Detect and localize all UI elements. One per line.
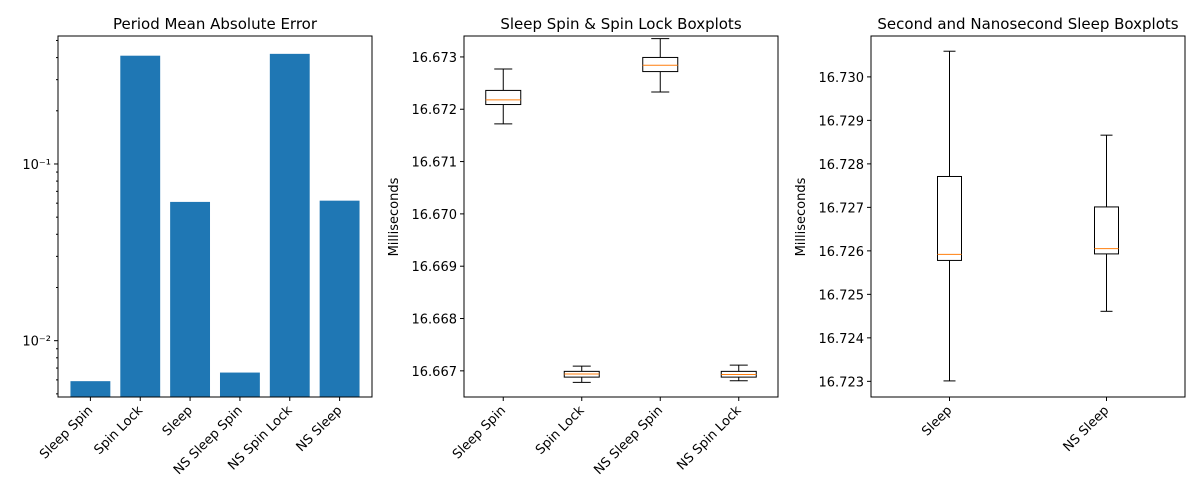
x-tick-label-0: Sleep Spin [450,403,509,462]
panel-sleep-boxes [937,50,1119,382]
y-tick-label-0: 10⁻² [22,335,51,350]
panel-sleep-y-axis: 16.723 16.724 16.725 16.726 16.727 16.728 16.7… [819,71,871,390]
panel-mae-frame [57,35,373,398]
y-tick-label-5: 16.672 [412,103,458,118]
x-tick-label-0: Sleep Spin [37,403,96,462]
y-tick-label-7: 16.730 [819,71,865,86]
panel-spin-boxplots: Sleep Spin & Spin Lock Boxplots Millisec… [387,15,779,478]
x-tick-label-0: Sleep [919,403,955,439]
panel-sleep-ylabel: Milliseconds [794,177,809,256]
x-tick-label-5: NS Sleep [294,403,346,455]
y-tick-label-0: 16.723 [819,375,865,390]
y-tick-label-3: 16.670 [412,208,458,223]
bar-5 [319,200,360,397]
x-tick-label-1: Spin Lock [533,403,588,458]
x-tick-label-3: NS Spin Lock [674,403,745,474]
bar-2 [170,201,211,397]
box-0 [937,175,962,261]
box-2 [642,56,679,73]
bar-1 [120,55,161,397]
y-tick-label-3: 16.726 [819,245,865,260]
y-tick-label-0: 16.667 [412,365,458,380]
panel-spin-boxes [485,38,757,383]
bar-3 [219,372,260,397]
panel-mae: Period Mean Absolute Error 10⁻² 10⁻¹ Slee… [22,15,373,478]
panel-spin-title: Sleep Spin & Spin Lock Boxplots [500,15,741,33]
panel-spin-y-axis: 16.667 16.668 16.669 16.670 16.671 16.672 16.6… [412,51,464,380]
y-tick-label-2: 16.725 [819,288,865,303]
y-tick-label-4: 16.671 [412,156,458,171]
x-tick-label-1: Spin Lock [92,403,147,458]
panel-sleep-frame [870,35,1186,398]
y-tick-label-6: 16.729 [819,114,865,129]
box-0 [485,89,522,106]
panel-mae-bars [70,53,360,397]
bar-0 [70,381,111,397]
panel-mae-y-axis: 10⁻² 10⁻¹ [22,39,58,395]
bar-4 [269,53,310,397]
panel-sleep-title: Second and Nanosecond Sleep Boxplots [877,15,1178,33]
box-1 [1094,206,1119,255]
y-tick-label-1: 10⁻¹ [22,158,51,173]
y-tick-label-6: 16.673 [412,51,458,66]
x-tick-label-2: NS Sleep Spin [591,403,666,478]
panel-spin-frame [463,35,779,398]
y-tick-label-1: 16.724 [819,332,865,347]
y-tick-label-1: 16.668 [412,313,458,328]
panel-spin-ylabel: Milliseconds [387,177,402,256]
y-tick-label-2: 16.669 [412,260,458,275]
panel-sleep-boxplots: Second and Nanosecond Sleep Boxplots Mil… [794,15,1186,455]
y-tick-label-5: 16.728 [819,158,865,173]
x-tick-label-2: Sleep [160,403,196,439]
panel-spin-x-axis: Sleep Spin Spin Lock NS Sleep Spin NS Spin … [450,397,745,478]
x-tick-label-1: NS Sleep [1061,403,1113,455]
panel-sleep-x-axis: Sleep NS Sleep [919,397,1112,455]
y-tick-label-4: 16.727 [819,201,865,216]
panel-mae-title: Period Mean Absolute Error [113,15,318,33]
